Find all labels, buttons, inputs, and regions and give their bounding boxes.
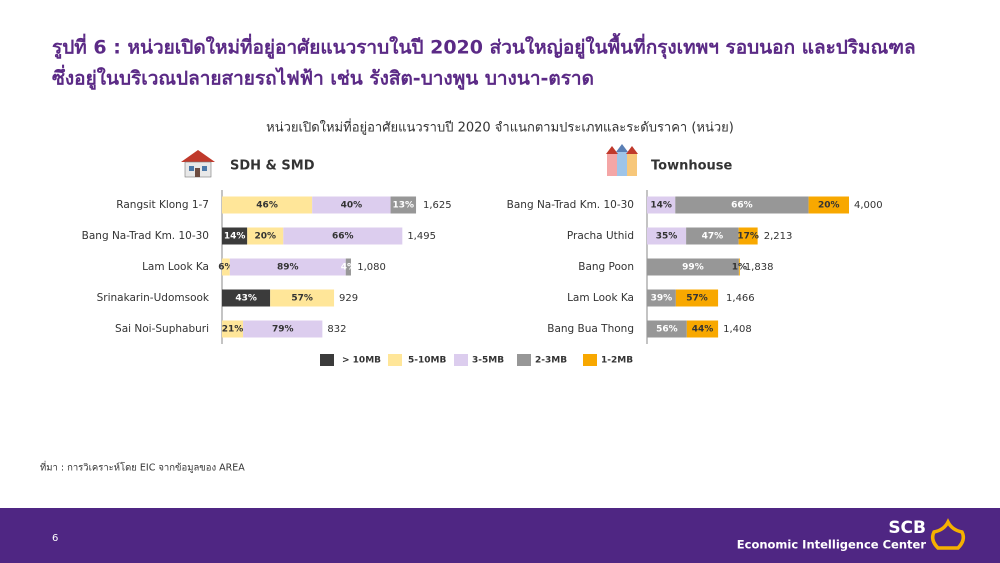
segment-label: 56%: [656, 325, 678, 335]
legend-swatch: [583, 354, 597, 366]
bar-segment: [390, 196, 417, 214]
segment-label: 57%: [291, 294, 313, 304]
panel-title: SDH & SMD: [230, 159, 315, 174]
segment-label: 66%: [731, 201, 753, 211]
legend-swatch: [454, 354, 468, 366]
townhouse-icon: [606, 144, 638, 176]
bar-segment: [647, 320, 687, 338]
bar-segment: [808, 196, 849, 214]
segment-label: 43%: [235, 294, 257, 304]
category-label: Srinakarin-Udomsook: [97, 292, 210, 304]
total-label: 1,408: [723, 324, 752, 335]
heading-line: ซึ่งอยู่ในบริเวณปลายสายรถไฟฟ้า เช่น รังส…: [52, 65, 594, 91]
category-label: Lam Look Ka: [142, 261, 209, 273]
segment-label: 1%: [732, 263, 747, 273]
segment-label: 40%: [341, 201, 363, 211]
segment-label: 47%: [702, 232, 724, 242]
segment-label: 14%: [224, 232, 246, 242]
segment-label: 66%: [332, 232, 354, 242]
segment-label: 6%: [218, 263, 233, 273]
bar-segment: [647, 289, 676, 307]
bar-segment: [345, 258, 351, 276]
source-note: ที่มา : การวิเคราะห์โดย EIC จากข้อมูลของ…: [40, 461, 245, 474]
segment-label: 79%: [272, 325, 294, 335]
bar-segment: [312, 196, 391, 214]
segment-label: 20%: [255, 232, 277, 242]
legend-label: > 10MB: [342, 356, 381, 366]
legend-label: 2-3MB: [535, 356, 567, 366]
bar-segment: [222, 227, 248, 245]
legend-label: 1-2MB: [601, 356, 633, 366]
segment-label: 35%: [656, 232, 678, 242]
page-number: 6: [52, 533, 58, 544]
segment-label: 20%: [818, 201, 840, 211]
total-label: 832: [327, 324, 346, 335]
bar-segment: [738, 227, 758, 245]
bar-segment: [675, 196, 809, 214]
total-label: 1,625: [423, 200, 452, 211]
total-label: 1,838: [745, 262, 774, 273]
segment-label: 89%: [277, 263, 299, 273]
bar-segment: [675, 289, 719, 307]
logo: [930, 518, 966, 550]
category-label: Lam Look Ka: [567, 292, 634, 304]
bar-segment: [243, 320, 323, 338]
bar-segment: [686, 320, 719, 338]
legend-swatch: [517, 354, 531, 366]
total-label: 1,080: [357, 262, 386, 273]
bar-segment: [647, 196, 676, 214]
house-icon: [181, 150, 215, 178]
category-label: Sai Noi-Suphaburi: [115, 323, 209, 335]
chart-title: หน่วยเปิดใหม่ที่อยู่อาศัยแนวราบปี 2020 จ…: [266, 119, 734, 136]
segment-label: 13%: [393, 201, 415, 211]
segment-label: 44%: [692, 325, 714, 335]
unit-name: Economic Intelligence Center: [737, 538, 927, 552]
segment-label: 21%: [222, 325, 244, 335]
category-label: Bang Na-Trad Km. 10-30: [82, 230, 209, 242]
bar-segment: [222, 258, 230, 276]
category-label: Rangsit Klong 1-7: [116, 199, 209, 211]
bar-segment: [270, 289, 335, 307]
bar-segment: [222, 320, 244, 338]
bar-segment: [222, 289, 271, 307]
category-label: Bang Na-Trad Km. 10-30: [507, 199, 634, 211]
segment-label: 99%: [682, 263, 704, 273]
heading-line: รูปที่ 6 : หน่วยเปิดใหม่ที่อยู่อาศัยแนวร…: [52, 33, 916, 60]
brand: SCB: [888, 518, 926, 538]
legend-label: 3-5MB: [472, 356, 504, 366]
total-label: 929: [339, 293, 358, 304]
footer-band: [0, 508, 1000, 563]
bar-segment: [283, 227, 403, 245]
panel-title: Townhouse: [651, 159, 733, 174]
category-label: Bang Bua Thong: [547, 323, 634, 335]
segment-label: 14%: [650, 201, 672, 211]
category-label: Bang Poon: [578, 261, 634, 273]
bar-segment: [229, 258, 346, 276]
bar-segment: [686, 227, 739, 245]
bar-segment: [647, 227, 687, 245]
total-label: 2,213: [764, 231, 793, 242]
total-label: 4,000: [854, 200, 883, 211]
bar-segment: [247, 227, 284, 245]
legend-swatch: [320, 354, 334, 366]
segment-label: 46%: [256, 201, 278, 211]
segment-label: 17%: [737, 232, 759, 242]
legend-swatch: [388, 354, 402, 366]
segment-label: 4%: [341, 263, 356, 273]
bar-segment: [738, 258, 740, 276]
category-label: Pracha Uthid: [567, 230, 634, 242]
total-label: 1,466: [726, 293, 755, 304]
bar-segment: [647, 258, 739, 276]
legend-label: 5-10MB: [408, 356, 446, 366]
segment-label: 39%: [651, 294, 673, 304]
bar-segment: [222, 196, 313, 214]
segment-label: 57%: [686, 294, 708, 304]
total-label: 1,495: [407, 231, 436, 242]
